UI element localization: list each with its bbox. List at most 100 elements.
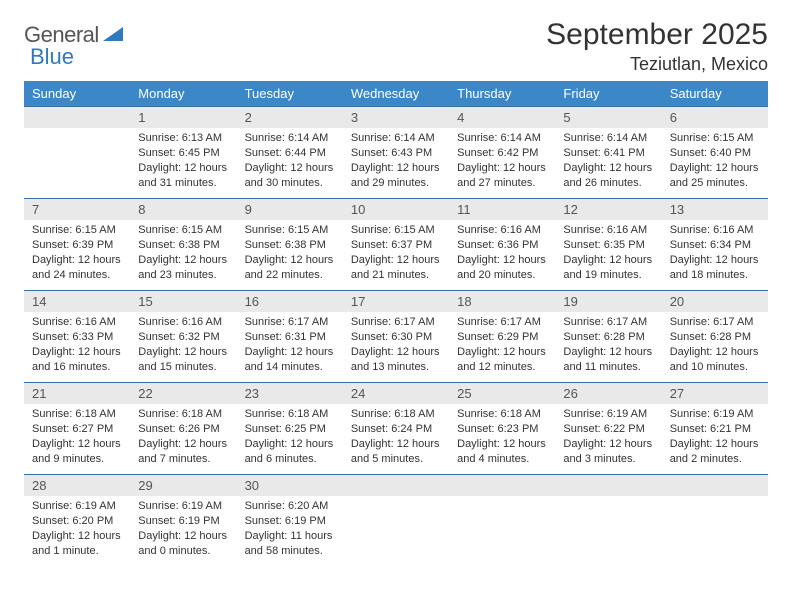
day-detail-line: Sunset: 6:44 PM [245,146,335,161]
day-details: Sunrise: 6:18 AMSunset: 6:24 PMDaylight:… [343,404,449,472]
day-details: Sunrise: 6:14 AMSunset: 6:44 PMDaylight:… [237,128,343,196]
day-details: Sunrise: 6:15 AMSunset: 6:37 PMDaylight:… [343,220,449,288]
day-detail-line: Sunrise: 6:17 AM [670,315,760,330]
day-details: Sunrise: 6:15 AMSunset: 6:38 PMDaylight:… [237,220,343,288]
day-detail-line: Daylight: 12 hours and 22 minutes. [245,253,335,283]
day-detail-line: Daylight: 12 hours and 27 minutes. [457,161,547,191]
day-detail-line: Sunrise: 6:13 AM [138,131,228,146]
day-details: Sunrise: 6:14 AMSunset: 6:41 PMDaylight:… [555,128,661,196]
day-number: 23 [237,382,343,404]
day-detail-line: Sunrise: 6:19 AM [32,499,122,514]
day-detail-line: Sunset: 6:36 PM [457,238,547,253]
day-cell: 15Sunrise: 6:16 AMSunset: 6:32 PMDayligh… [130,290,236,382]
day-detail-line: Daylight: 12 hours and 31 minutes. [138,161,228,191]
day-detail-line: Sunset: 6:38 PM [138,238,228,253]
day-number: 14 [24,290,130,312]
day-cell: 21Sunrise: 6:18 AMSunset: 6:27 PMDayligh… [24,382,130,474]
col-sunday: Sunday [24,81,130,106]
day-cell: 1Sunrise: 6:13 AMSunset: 6:45 PMDaylight… [130,106,236,198]
day-detail-line: Sunset: 6:39 PM [32,238,122,253]
day-detail-line: Daylight: 11 hours and 58 minutes. [245,529,335,559]
day-cell [662,474,768,566]
day-number: 7 [24,198,130,220]
day-detail-line: Sunrise: 6:19 AM [563,407,653,422]
day-number: 19 [555,290,661,312]
day-details: Sunrise: 6:16 AMSunset: 6:34 PMDaylight:… [662,220,768,288]
day-cell: 10Sunrise: 6:15 AMSunset: 6:37 PMDayligh… [343,198,449,290]
day-cell: 14Sunrise: 6:16 AMSunset: 6:33 PMDayligh… [24,290,130,382]
day-details [449,496,555,505]
logo-text-blue: Blue [30,44,74,70]
day-cell: 17Sunrise: 6:17 AMSunset: 6:30 PMDayligh… [343,290,449,382]
week-row: 14Sunrise: 6:16 AMSunset: 6:33 PMDayligh… [24,290,768,382]
day-detail-line: Daylight: 12 hours and 14 minutes. [245,345,335,375]
day-detail-line: Sunrise: 6:18 AM [457,407,547,422]
day-number: 16 [237,290,343,312]
day-detail-line: Daylight: 12 hours and 13 minutes. [351,345,441,375]
calendar-body: 1Sunrise: 6:13 AMSunset: 6:45 PMDaylight… [24,106,768,566]
day-detail-line: Daylight: 12 hours and 23 minutes. [138,253,228,283]
day-detail-line: Daylight: 12 hours and 5 minutes. [351,437,441,467]
day-detail-line: Sunset: 6:31 PM [245,330,335,345]
week-row: 28Sunrise: 6:19 AMSunset: 6:20 PMDayligh… [24,474,768,566]
day-detail-line: Sunset: 6:45 PM [138,146,228,161]
day-detail-line: Sunset: 6:25 PM [245,422,335,437]
day-detail-line: Sunset: 6:22 PM [563,422,653,437]
day-details: Sunrise: 6:17 AMSunset: 6:30 PMDaylight:… [343,312,449,380]
day-number: 25 [449,382,555,404]
day-details: Sunrise: 6:17 AMSunset: 6:28 PMDaylight:… [662,312,768,380]
day-details: Sunrise: 6:16 AMSunset: 6:35 PMDaylight:… [555,220,661,288]
day-details: Sunrise: 6:13 AMSunset: 6:45 PMDaylight:… [130,128,236,196]
day-number [449,474,555,496]
day-details: Sunrise: 6:18 AMSunset: 6:26 PMDaylight:… [130,404,236,472]
day-cell: 19Sunrise: 6:17 AMSunset: 6:28 PMDayligh… [555,290,661,382]
day-cell: 7Sunrise: 6:15 AMSunset: 6:39 PMDaylight… [24,198,130,290]
day-cell: 29Sunrise: 6:19 AMSunset: 6:19 PMDayligh… [130,474,236,566]
day-details: Sunrise: 6:20 AMSunset: 6:19 PMDaylight:… [237,496,343,564]
day-detail-line: Sunrise: 6:16 AM [138,315,228,330]
day-detail-line: Sunrise: 6:15 AM [138,223,228,238]
day-detail-line: Sunset: 6:19 PM [138,514,228,529]
day-details: Sunrise: 6:15 AMSunset: 6:40 PMDaylight:… [662,128,768,196]
day-detail-line: Daylight: 12 hours and 15 minutes. [138,345,228,375]
day-detail-line: Sunrise: 6:17 AM [457,315,547,330]
day-detail-line: Sunrise: 6:14 AM [351,131,441,146]
day-number: 24 [343,382,449,404]
day-details: Sunrise: 6:16 AMSunset: 6:36 PMDaylight:… [449,220,555,288]
day-number: 15 [130,290,236,312]
day-details [343,496,449,505]
day-detail-line: Sunrise: 6:16 AM [457,223,547,238]
day-detail-line: Daylight: 12 hours and 9 minutes. [32,437,122,467]
day-detail-line: Sunrise: 6:15 AM [351,223,441,238]
day-detail-line: Daylight: 12 hours and 1 minute. [32,529,122,559]
day-details: Sunrise: 6:16 AMSunset: 6:32 PMDaylight:… [130,312,236,380]
day-detail-line: Daylight: 12 hours and 29 minutes. [351,161,441,191]
day-detail-line: Sunrise: 6:16 AM [563,223,653,238]
day-number: 2 [237,106,343,128]
day-details: Sunrise: 6:19 AMSunset: 6:20 PMDaylight:… [24,496,130,564]
day-cell: 30Sunrise: 6:20 AMSunset: 6:19 PMDayligh… [237,474,343,566]
day-cell: 25Sunrise: 6:18 AMSunset: 6:23 PMDayligh… [449,382,555,474]
day-detail-line: Sunset: 6:43 PM [351,146,441,161]
day-number: 13 [662,198,768,220]
day-cell: 11Sunrise: 6:16 AMSunset: 6:36 PMDayligh… [449,198,555,290]
col-monday: Monday [130,81,236,106]
day-detail-line: Daylight: 12 hours and 6 minutes. [245,437,335,467]
day-detail-line: Sunset: 6:26 PM [138,422,228,437]
day-detail-line: Daylight: 12 hours and 19 minutes. [563,253,653,283]
day-detail-line: Sunset: 6:19 PM [245,514,335,529]
day-detail-line: Sunset: 6:28 PM [563,330,653,345]
day-detail-line: Sunrise: 6:15 AM [32,223,122,238]
day-details: Sunrise: 6:17 AMSunset: 6:31 PMDaylight:… [237,312,343,380]
day-details: Sunrise: 6:19 AMSunset: 6:21 PMDaylight:… [662,404,768,472]
day-detail-line: Sunset: 6:24 PM [351,422,441,437]
day-detail-line: Sunset: 6:42 PM [457,146,547,161]
day-cell: 9Sunrise: 6:15 AMSunset: 6:38 PMDaylight… [237,198,343,290]
day-cell: 18Sunrise: 6:17 AMSunset: 6:29 PMDayligh… [449,290,555,382]
day-number: 20 [662,290,768,312]
day-number: 12 [555,198,661,220]
day-detail-line: Sunrise: 6:16 AM [670,223,760,238]
day-detail-line: Sunset: 6:35 PM [563,238,653,253]
page-title: September 2025 [546,18,768,52]
weekday-header-row: Sunday Monday Tuesday Wednesday Thursday… [24,81,768,106]
